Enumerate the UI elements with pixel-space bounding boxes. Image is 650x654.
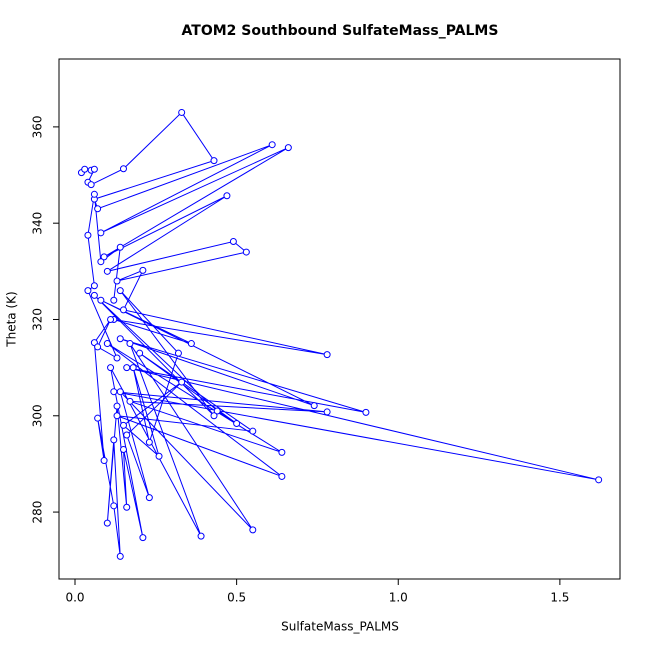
data-point: [284, 144, 292, 152]
data-point: [90, 291, 98, 299]
data-point: [110, 296, 118, 304]
data-point: [595, 476, 603, 484]
x-tick-label: 1.5: [550, 591, 569, 605]
data-point: [213, 407, 221, 415]
data-point: [242, 248, 250, 256]
data-point: [110, 502, 118, 510]
data-point: [197, 532, 205, 540]
data-point: [210, 412, 218, 420]
data-point: [139, 534, 147, 542]
data-point: [123, 431, 131, 439]
data-point: [116, 552, 124, 560]
data-point: [155, 452, 163, 460]
data-point: [90, 165, 98, 173]
y-tick-label: 320: [31, 308, 45, 331]
data-point: [87, 181, 95, 189]
data-point: [187, 340, 195, 348]
data-point: [268, 141, 276, 149]
data-point: [249, 427, 257, 435]
data-point: [310, 402, 318, 410]
data-point: [81, 165, 89, 173]
data-point: [129, 364, 137, 372]
data-point: [362, 408, 370, 416]
data-point: [90, 282, 98, 290]
chart-title: ATOM2 Southbound SulfateMass_PALMS: [182, 23, 499, 39]
data-point: [145, 494, 153, 502]
data-point: [100, 253, 108, 261]
x-tick-label: 0.5: [227, 591, 246, 605]
data-point: [174, 349, 182, 357]
data-point: [116, 287, 124, 295]
data-point: [107, 364, 115, 372]
data-point: [119, 421, 127, 429]
data-point: [210, 157, 218, 165]
data-point: [113, 412, 121, 420]
data-point: [94, 343, 102, 351]
data-point: [103, 340, 111, 348]
y-axis-label: Theta (K): [5, 291, 19, 347]
data-point: [107, 315, 115, 323]
data-point: [229, 237, 237, 245]
x-tick-label: 1.0: [389, 591, 408, 605]
data-point: [178, 378, 186, 386]
data-point: [139, 266, 147, 274]
data-point: [136, 349, 144, 357]
data-point: [323, 408, 331, 416]
data-point: [97, 258, 105, 266]
data-point: [278, 448, 286, 456]
data-point: [223, 192, 231, 200]
data-point: [119, 445, 127, 453]
data-point: [110, 436, 118, 444]
data-point: [116, 388, 124, 396]
data-point: [323, 351, 331, 359]
x-axis-label: SulfateMass_PALMS: [281, 620, 399, 634]
data-point: [119, 165, 127, 173]
data-point: [145, 438, 153, 446]
data-point: [123, 364, 131, 372]
data-point: [103, 267, 111, 275]
data-point: [90, 190, 98, 198]
y-tick-label: 300: [31, 404, 45, 427]
data-point: [123, 503, 131, 511]
data-point: [116, 243, 124, 251]
data-point: [97, 296, 105, 304]
data-point: [113, 354, 121, 362]
y-tick-label: 280: [31, 501, 45, 524]
data-point: [103, 519, 111, 527]
x-tick-label: 0.0: [65, 591, 84, 605]
y-tick-label: 360: [31, 115, 45, 138]
data-point: [100, 457, 108, 465]
data-point: [278, 472, 286, 480]
data-point: [94, 205, 102, 213]
data-point: [116, 335, 124, 343]
data-point: [126, 397, 134, 405]
data-point: [178, 108, 186, 116]
data-point: [249, 526, 257, 534]
data-point: [84, 287, 92, 295]
data-point: [119, 306, 127, 314]
data-point: [113, 402, 121, 410]
data-point: [84, 231, 92, 239]
y-tick-label: 340: [31, 212, 45, 235]
data-point: [94, 414, 102, 422]
data-point: [110, 388, 118, 396]
data-point: [97, 229, 105, 237]
data-point: [233, 419, 241, 427]
data-point: [126, 340, 134, 348]
data-point: [113, 277, 121, 285]
